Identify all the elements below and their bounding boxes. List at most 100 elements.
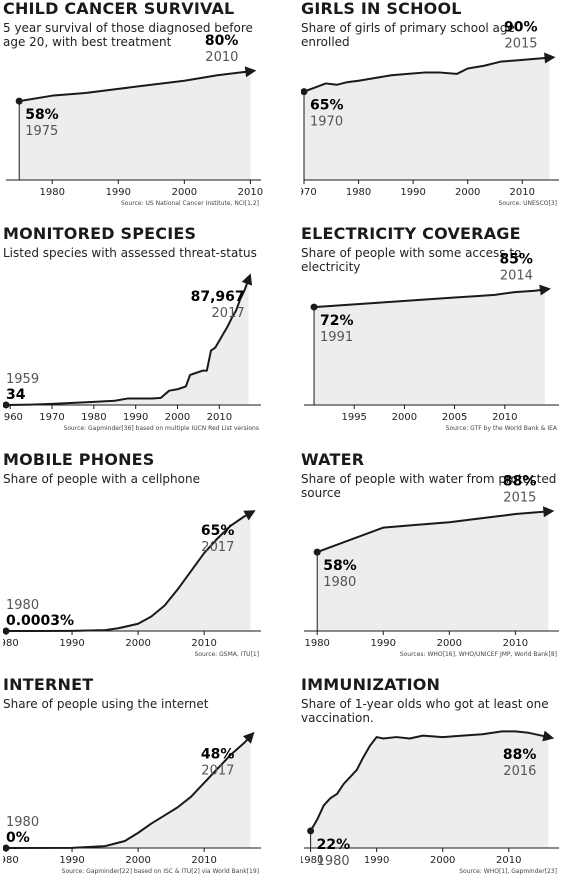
area-fill [6,513,251,631]
series-line [316,510,549,554]
series-line [5,512,251,632]
x-tick-label: 2010 [496,855,521,866]
chart-panel-water: WATER Share of people with water from pr… [301,451,561,663]
x-tick-label: 1980 [301,855,323,866]
chart-panel-girls-in-school: GIRLS IN SCHOOL Share of girls of primar… [301,0,561,212]
x-tick-label: 1990 [400,187,425,198]
x-tick-label: 2010 [492,412,517,423]
start-value-label: 72% [320,313,354,329]
start-point [307,827,315,835]
end-year-label: 2015 [503,490,536,505]
x-tick-label: 2010 [503,638,528,649]
end-year-label: 2014 [500,268,533,283]
start-value-label: 65% [310,98,344,114]
end-year-label: 2010 [205,50,238,65]
area-fill [317,511,549,631]
chart-svg: 1980 1990 2000 2010 Source: Gapminder[22] ba… [3,731,261,875]
x-tick-label: 1990 [364,855,389,866]
arrow-head [243,510,256,521]
x-tick-label: 1970 [301,187,317,198]
series-line [303,56,550,93]
start-year-label: 1991 [320,330,353,345]
x-tick-label: 1980 [81,412,106,423]
x-tick-label: 2010 [238,187,263,198]
start-point [313,548,321,556]
arrow-head [542,730,555,742]
panel-title: IMMUNIZATION [301,676,441,694]
area-fill [310,731,549,848]
panel-subtitle: 5 year survival of those diagnosed befor… [3,21,253,49]
series-line [5,735,252,849]
chart-svg: 1970 1980 1990 2000 2010 Source: UNESCO[3] 65%… [301,20,559,207]
panel-title: MONITORED SPECIES [3,225,197,243]
start-point [3,401,10,409]
chart-panel-internet: INTERNET Share of people using the inter… [3,676,263,888]
panel-title: GIRLS IN SCHOOL [301,0,462,18]
start-value-label: 34 [6,387,26,403]
chart-panel-mobile-phones: MOBILE PHONES Share of people with a cel… [3,451,263,663]
start-value-label: 58% [25,107,59,123]
start-year-label: 1980 [6,598,39,613]
x-tick-label: 2000 [392,412,417,423]
x-tick-label: 2000 [165,412,190,423]
start-year-label: 1980 [6,815,39,830]
start-year-label: 1975 [25,124,58,139]
start-value-label: 0% [6,830,30,846]
start-value-label: 22% [317,837,351,853]
x-tick-label: 1980 [346,187,371,198]
end-value-label: 87,967 [191,289,245,305]
chart-svg: 1960 1970 1980 1990 2000 2010 Source: Gapminde… [3,273,261,432]
arrow-head [244,66,257,78]
chart-panel-monitored-species: MONITORED SPECIES Listed species with as… [3,225,263,437]
chart-svg: 1980 1990 2000 2010 Source: US National Canc… [6,33,263,207]
source-note: Source: WHO[1], Gapminder[23] [459,868,557,875]
panel-subtitle: Share of 1-year olds who got at least on… [301,697,549,725]
source-note: Source: US National Cancer Institute, NC… [121,200,259,207]
x-tick-label: 2010 [510,187,535,198]
start-year-label: 1980 [323,575,356,590]
x-tick-label: 1990 [371,638,396,649]
start-point [310,303,318,311]
x-tick-label: 1960 [3,412,23,423]
panel-title: MOBILE PHONES [3,451,155,469]
panel-title: ELECTRICITY COVERAGE [301,225,521,243]
panel-subtitle: Share of people with water from protecte… [301,472,557,500]
x-tick-label: 1980 [304,638,329,649]
x-tick-label: 1980 [3,855,19,866]
end-value-label: 65% [201,523,235,539]
arrow-head [539,284,551,296]
x-tick-label: 2000 [125,855,150,866]
x-tick-label: 1990 [59,638,84,649]
chart-panel-immunization: IMMUNIZATION Share of 1-year olds who go… [301,676,561,888]
chart-svg: 1980 1990 2000 2010 Sources: WHO[16], WHO/UN… [304,473,559,658]
arrow-head [544,52,556,64]
start-point [15,97,23,105]
start-point [3,627,10,635]
x-tick-label: 1995 [341,412,366,423]
chart-svg: 1980 1990 2000 2010 Source: WHO[1], Gapminde… [301,730,559,875]
x-tick-label: 2010 [191,855,216,866]
end-value-label: 80% [205,33,239,49]
start-value-label: 0.0003% [6,613,74,629]
arrow-head [241,273,253,286]
end-value-label: 85% [499,251,533,267]
source-note: Source: Gapminder[22] based on ISC & ITU… [62,868,259,875]
end-year-label: 2017 [212,306,245,321]
area-fill [6,736,251,848]
area-fill [314,289,545,405]
panel-title: INTERNET [3,676,94,694]
end-value-label: 90% [504,20,538,36]
start-year-label: 1959 [6,372,39,387]
series-line [313,288,546,309]
x-tick-label: 1990 [123,412,148,423]
arrow-head [542,506,555,518]
x-tick-label: 2005 [442,412,467,423]
end-year-label: 2015 [504,37,537,52]
x-tick-label: 1990 [106,187,131,198]
x-tick-label: 2000 [437,638,462,649]
source-note: Source: UNESCO[3] [499,200,557,207]
arrow-head [242,731,255,744]
panel-subtitle: Share of people with some access to elec… [301,246,522,274]
area-fill [19,71,251,180]
panel-subtitle: Share of people using the internet [3,697,209,711]
